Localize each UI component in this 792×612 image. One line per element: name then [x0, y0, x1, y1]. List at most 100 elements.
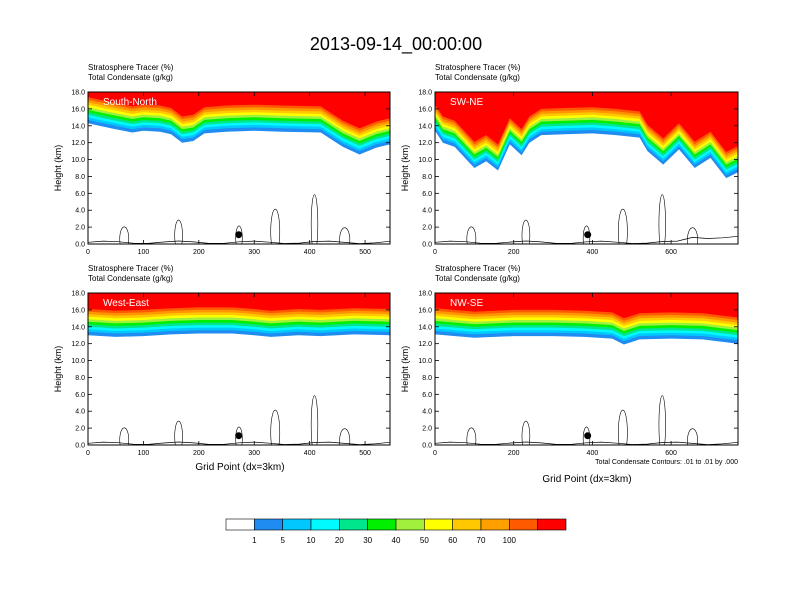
condensate-contour: [618, 409, 628, 445]
y-tick-label: 2.0: [75, 426, 85, 433]
y-tick-label: 12.0: [71, 140, 85, 147]
colorbar-swatch: [339, 518, 368, 531]
x-tick-label: 400: [587, 450, 599, 457]
colorbar-swatch: [282, 518, 312, 531]
y-tick-label: 10.0: [418, 157, 432, 164]
x-tick-label: 400: [304, 450, 316, 457]
x-tick-label: 0: [433, 450, 437, 457]
colorbar-label: 5: [280, 536, 285, 545]
x-tick-label: 0: [433, 249, 437, 256]
y-tick-label: 0.0: [422, 443, 432, 450]
colorbar-label: 10: [307, 536, 316, 545]
figure-title: 2013-09-14_00:00:00: [310, 34, 482, 55]
panel-header-line1: Stratosphere Tracer (%): [435, 63, 521, 72]
condensate-contour: [466, 427, 477, 445]
panel-frame: [434, 91, 739, 245]
panel-west-east: Stratosphere Tracer (%)Total Condensate …: [53, 264, 391, 457]
y-tick-label: 4.0: [75, 409, 85, 416]
condensate-contour: [339, 428, 351, 445]
y-tick-label: 6.0: [422, 392, 432, 399]
condensate-contour: [310, 194, 319, 244]
y-axis-label: Height (km): [400, 346, 410, 393]
y-tick-label: 2.0: [422, 225, 432, 232]
colorbar-label: 20: [335, 536, 344, 545]
y-tick-label: 4.0: [422, 409, 432, 416]
condensate-contour: [687, 227, 698, 244]
y-tick-label: 10.0: [71, 358, 85, 365]
location-marker: [235, 231, 243, 239]
condensate-contour: [339, 227, 351, 244]
y-tick-label: 8.0: [422, 174, 432, 181]
condensate-contour: [235, 426, 243, 445]
colorbar-swatch: [395, 518, 425, 531]
x-tick-label: 100: [138, 249, 150, 256]
y-tick-label: 2.0: [75, 225, 85, 232]
location-marker: [235, 432, 243, 440]
x-tick-label: 200: [193, 249, 205, 256]
condensate-contour: [119, 226, 130, 244]
y-tick-label: 10.0: [418, 358, 432, 365]
x-tick-label: 0: [86, 450, 90, 457]
colorbar-label: 100: [503, 536, 517, 545]
x-axis-label-left: Grid Point (dx=3km): [195, 462, 284, 473]
panel-name: NW-SE: [450, 298, 483, 309]
location-marker: [584, 432, 592, 440]
y-tick-label: 6.0: [75, 392, 85, 399]
condensate-contour: [270, 409, 281, 445]
y-tick-label: 0.0: [422, 242, 432, 249]
colorbar-label: 1: [252, 536, 257, 545]
panel-header-line2: Total Condensate (g/kg): [435, 73, 520, 82]
panel-header-line2: Total Condensate (g/kg): [88, 73, 173, 82]
panel-header-line1: Stratosphere Tracer (%): [435, 264, 521, 273]
y-tick-label: 18.0: [71, 291, 85, 298]
colorbar-swatch: [254, 518, 283, 531]
contour-note: Total Condensate Contours: .01 to .01 by…: [595, 459, 738, 466]
panel-nw-se: Stratosphere Tracer (%)Total Condensate …: [400, 264, 739, 457]
y-tick-label: 10.0: [71, 157, 85, 164]
panel-header-line2: Total Condensate (g/kg): [435, 274, 520, 283]
colorbar-swatch: [424, 518, 453, 531]
y-tick-label: 16.0: [71, 307, 85, 314]
x-tick-label: 0: [86, 249, 90, 256]
x-tick-label: 200: [193, 450, 205, 457]
condensate-contour: [466, 226, 477, 244]
colorbar-swatch: [509, 518, 538, 531]
y-tick-label: 14.0: [418, 123, 432, 130]
x-tick-label: 400: [304, 249, 316, 256]
panel-name: West-East: [103, 298, 149, 309]
condensate-contour: [174, 219, 183, 244]
condensate-contour: [174, 420, 183, 445]
terrain-line: [88, 441, 390, 445]
x-tick-label: 200: [508, 249, 520, 256]
colorbar-swatch: [537, 518, 567, 531]
y-tick-label: 14.0: [71, 324, 85, 331]
condensate-contour: [582, 426, 591, 445]
x-tick-label: 400: [587, 249, 599, 256]
x-tick-label: 600: [665, 249, 677, 256]
colorbar-label: 30: [363, 536, 372, 545]
panel-header-line1: Stratosphere Tracer (%): [88, 264, 174, 273]
y-axis-label: Height (km): [53, 145, 63, 192]
y-tick-label: 12.0: [418, 140, 432, 147]
colorbar-label: 70: [477, 536, 486, 545]
x-tick-label: 200: [508, 450, 520, 457]
y-tick-label: 16.0: [418, 106, 432, 113]
x-tick-label: 100: [138, 450, 150, 457]
y-tick-label: 12.0: [418, 341, 432, 348]
colorbar: 1 5 10 20 30 40 50 60 70 100: [225, 518, 567, 545]
condensate-contour: [582, 225, 591, 244]
condensate-contour: [235, 225, 243, 244]
y-tick-label: 6.0: [422, 191, 432, 198]
y-tick-label: 0.0: [75, 242, 85, 249]
condensate-contour: [618, 208, 628, 244]
y-tick-label: 16.0: [71, 106, 85, 113]
y-tick-label: 8.0: [422, 375, 432, 382]
panel-header-line1: Stratosphere Tracer (%): [88, 63, 174, 72]
colorbar-swatch: [367, 518, 397, 531]
y-tick-label: 0.0: [75, 443, 85, 450]
y-tick-label: 8.0: [75, 174, 85, 181]
x-tick-label: 600: [665, 450, 677, 457]
y-tick-label: 6.0: [75, 191, 85, 198]
plot-area: [88, 92, 390, 244]
tracer-band-11: [435, 293, 738, 319]
